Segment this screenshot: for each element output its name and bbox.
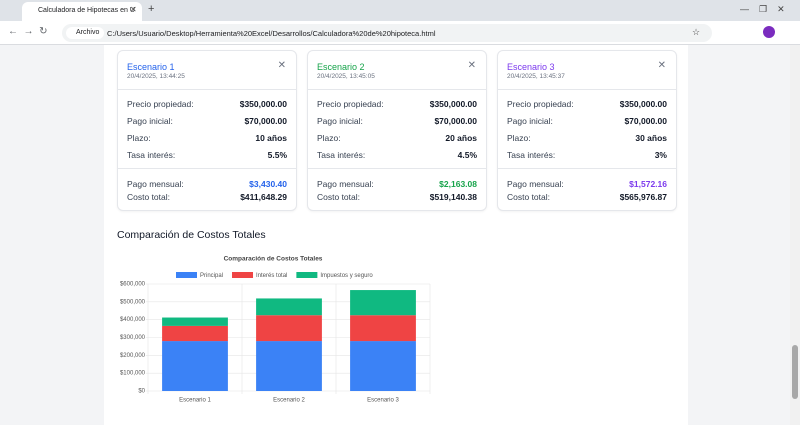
monthly-value: $1,572.16 [629,179,667,189]
total-value: $519,140.38 [429,192,477,202]
row-value: $70,000.00 [434,116,477,126]
y-tick-label: $400,000 [120,317,146,323]
divider [308,168,486,169]
divider [118,89,296,90]
x-tick-label: Escenario 1 [179,398,211,404]
row-value: $70,000.00 [244,116,287,126]
total-value: $411,648.29 [240,192,287,202]
row-label: Plazo: [317,133,341,143]
x-tick-label: Escenario 2 [273,398,305,404]
legend-swatch [176,272,197,278]
row-value: 4.5% [457,150,477,160]
row-value: $350,000.00 [239,99,287,109]
scenario-name: Escenario 1 [127,62,175,72]
bar-segment [350,315,416,342]
row-value: 20 años [445,133,477,143]
bookmark-star[interactable]: ☆ [692,27,701,37]
section-title: Comparación de Costos Totales [117,229,266,241]
scenario-card: Escenario 1 20/4/2025, 13:44:25 ✕ Precio pr… [117,50,297,211]
bar-segment [256,315,322,342]
divider [118,168,296,169]
new-tab[interactable]: + [148,3,155,15]
window-controls[interactable]: — ❐ ✕ [740,4,785,14]
y-tick-label: $200,000 [120,353,146,359]
total-label: Costo total: [317,192,360,202]
divider [308,89,486,90]
row-value: 3% [654,150,667,160]
divider [498,89,676,90]
legend-label: Interés total [256,273,287,279]
bar-segment [162,325,228,342]
legend-swatch [296,272,318,278]
scenario-date: 20/4/2025, 13:45:05 [317,73,375,80]
scrollbar[interactable] [790,45,800,425]
bar-segment [350,290,416,316]
url-scheme: Archivo [66,27,105,39]
legend-label: Principal [200,273,223,279]
row-label: Precio propiedad: [507,99,574,109]
row-value: 5.5% [267,150,287,160]
monthly-label: Pago mensual: [317,179,374,189]
bar-segment [350,341,416,391]
legend-swatch [232,272,254,278]
profile-icon[interactable] [763,26,775,38]
address-row: ← → ↻ Archivo C:/Users/Usuario/Desktop/H… [0,21,800,45]
y-tick-label: $300,000 [120,335,146,341]
tab-bar: Calculadora de Hipotecas en U ✕ + — ❐ ✕ [0,0,800,21]
monthly-label: Pago mensual: [507,179,564,189]
row-label: Precio propiedad: [127,99,194,109]
row-label: Tasa interés: [317,150,366,160]
monthly-value: $2,163.08 [439,179,477,189]
row-label: Pago inicial: [507,116,553,126]
y-tick-label: $500,000 [120,299,146,305]
monthly-label: Pago mensual: [127,179,184,189]
remove-button[interactable]: ✕ [657,60,666,71]
scroll-thumb[interactable] [792,345,798,399]
nav-buttons[interactable]: ← → ↻ [8,26,48,37]
url-box[interactable]: Archivo C:/Users/Usuario/Desktop/Herrami… [62,24,712,42]
y-tick-label: $600,000 [120,282,146,288]
scenario-date: 20/4/2025, 13:45:37 [507,73,565,80]
row-label: Pago inicial: [317,116,363,126]
legend-label: Impuestos y seguro [320,273,373,279]
row-value: 30 años [635,133,667,143]
y-tick-label: $100,000 [120,371,146,377]
chart-title: Comparación de Costos Totales [224,256,323,263]
monthly-value: $3,430.40 [249,179,287,189]
bar-segment [256,298,322,316]
row-value: 10 años [255,133,287,143]
row-value: $350,000.00 [429,99,477,109]
scenario-date: 20/4/2025, 13:44:25 [127,73,185,80]
remove-button[interactable]: ✕ [277,60,286,71]
scenario-name: Escenario 3 [507,62,555,72]
url: C:/Users/Usuario/Desktop/Herramienta%20E… [107,29,436,38]
total-value: $565,976.87 [619,192,667,202]
row-label: Plazo: [127,133,151,143]
total-label: Costo total: [127,192,170,202]
row-value: $70,000.00 [624,116,667,126]
bar-segment [162,317,228,326]
row-label: Tasa interés: [127,150,176,160]
row-label: Precio propiedad: [317,99,384,109]
row-value: $350,000.00 [619,99,667,109]
tab-close[interactable]: ✕ [130,5,137,14]
remove-button[interactable]: ✕ [467,60,476,71]
total-label: Costo total: [507,192,550,202]
row-label: Tasa interés: [507,150,556,160]
bar-segment [162,341,228,391]
y-tick-label: $0 [138,389,145,395]
x-tick-label: Escenario 3 [367,398,399,404]
scenario-card: Escenario 3 20/4/2025, 13:45:37 ✕ Precio pr… [497,50,677,211]
browser-tab[interactable]: Calculadora de Hipotecas en U [22,2,142,21]
row-label: Plazo: [507,133,531,143]
scenario-card: Escenario 2 20/4/2025, 13:45:05 ✕ Precio pr… [307,50,487,211]
scenario-name: Escenario 2 [317,62,365,72]
tab-title: Calculadora de Hipotecas en U [38,7,135,14]
divider [498,168,676,169]
bar-segment [256,341,322,391]
row-label: Pago inicial: [127,116,173,126]
